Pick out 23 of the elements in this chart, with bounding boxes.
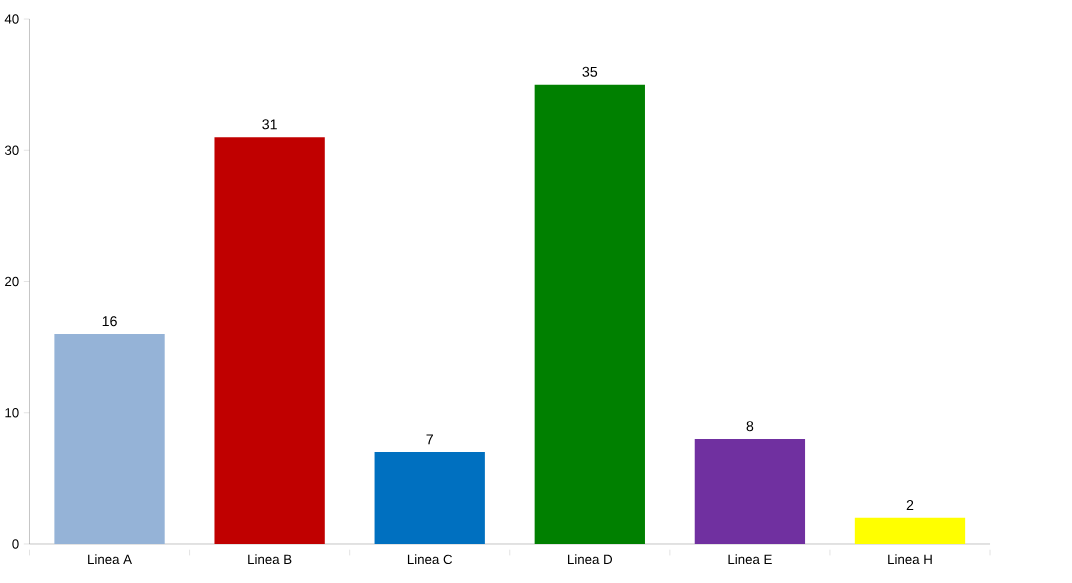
y-tick-label: 20 <box>5 276 19 287</box>
bar <box>534 84 645 544</box>
bar <box>374 452 485 544</box>
x-tick-label: Linea H <box>888 554 932 565</box>
y-tick-label: 0 <box>12 539 19 549</box>
y-tick-label: 40 <box>4 14 19 24</box>
bar <box>694 439 806 544</box>
data-label: 16 <box>102 316 117 327</box>
data-label: 31 <box>262 119 277 130</box>
x-tick-label: Linea C <box>407 554 453 565</box>
y-tick-label: 10 <box>5 408 19 418</box>
x-tick-label: Linea E <box>728 554 772 565</box>
x-tick-label: Linea A <box>88 554 132 565</box>
data-label: 7 <box>426 434 433 445</box>
bar <box>214 137 325 544</box>
bar <box>854 517 966 544</box>
x-tick-label: Linea D <box>568 554 613 565</box>
x-tick-label: Linea B <box>248 554 292 565</box>
y-tick-label: 30 <box>4 145 19 155</box>
data-label: 35 <box>582 66 598 77</box>
bar <box>54 334 165 544</box>
data-label: 2 <box>906 500 914 510</box>
data-label: 8 <box>746 421 754 432</box>
